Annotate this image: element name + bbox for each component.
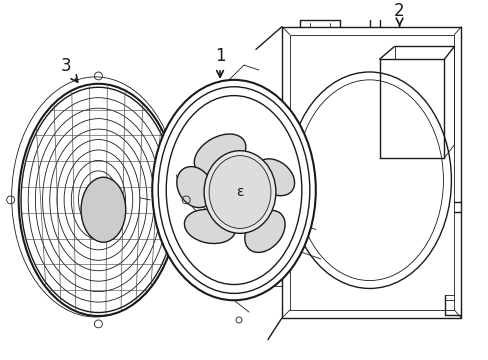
Ellipse shape	[184, 210, 235, 243]
Ellipse shape	[203, 151, 275, 233]
Ellipse shape	[209, 156, 270, 229]
Ellipse shape	[194, 134, 245, 175]
Ellipse shape	[19, 84, 178, 316]
Text: 2: 2	[393, 2, 404, 26]
Ellipse shape	[244, 210, 285, 252]
Ellipse shape	[152, 80, 315, 300]
Ellipse shape	[177, 167, 213, 208]
Ellipse shape	[81, 177, 125, 242]
Text: 1: 1	[214, 47, 225, 77]
Text: ε: ε	[236, 185, 243, 199]
Text: 3: 3	[60, 57, 78, 82]
Ellipse shape	[255, 159, 294, 196]
